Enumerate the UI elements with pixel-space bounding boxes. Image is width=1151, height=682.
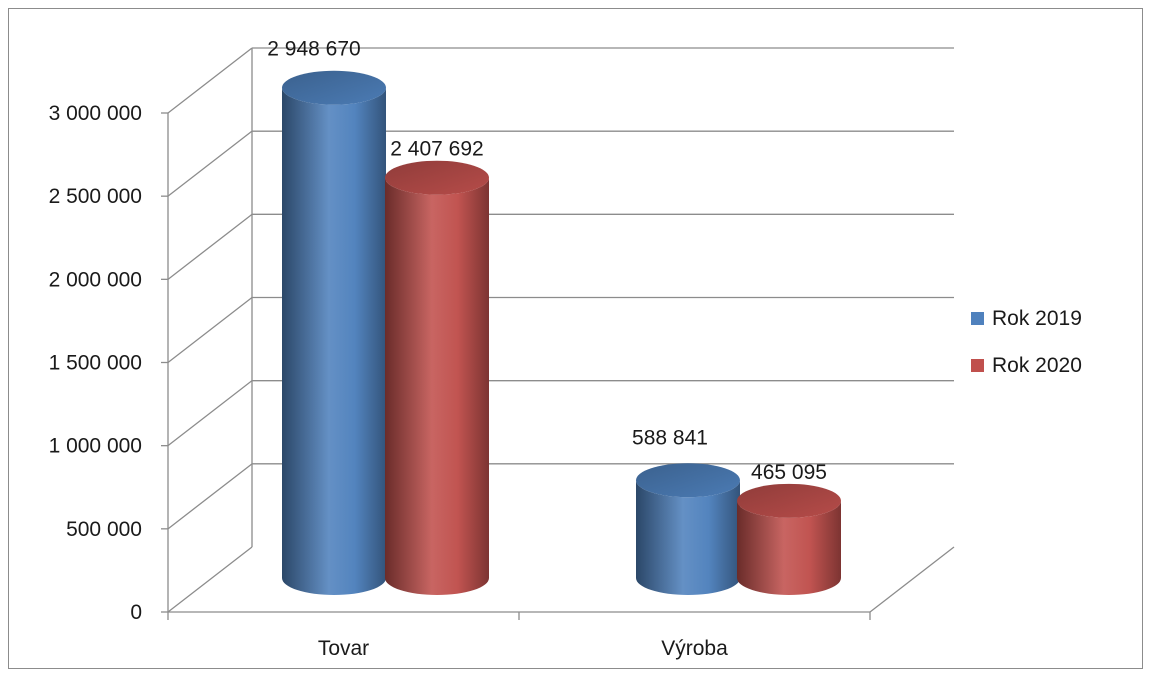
- cylinder-body: [737, 500, 841, 595]
- chart-bars: [282, 70, 841, 596]
- legend-swatch: [971, 359, 984, 372]
- chart-labels: 0 500 000 1 000 000 1 500 000 2 000 000 2 500…: [49, 38, 827, 660]
- legend: Rok 2019 Rok 2020: [971, 307, 1082, 377]
- data-label: 2 948 670: [267, 38, 360, 61]
- y-tick-label: 500 000: [66, 518, 142, 541]
- side-gridline: [167, 380, 253, 447]
- y-tick-label: 2 500 000: [49, 185, 142, 208]
- cylinder-body: [282, 87, 386, 596]
- cylinder-body: [385, 177, 489, 595]
- floor-edge: [869, 546, 955, 613]
- side-gridline: [167, 47, 253, 114]
- cylinder-top: [282, 70, 386, 105]
- data-label: 588 841: [632, 426, 708, 449]
- y-tick-label: 1 500 000: [49, 352, 142, 375]
- side-gridline: [167, 546, 253, 613]
- side-gridline: [167, 463, 253, 530]
- bar-tovar-series-1: [282, 70, 386, 596]
- cylinder-top: [385, 160, 489, 195]
- legend-swatch: [971, 312, 984, 325]
- side-gridline: [167, 213, 253, 280]
- legend-label: Rok 2019: [992, 307, 1082, 330]
- bar-výroba-series-2: [737, 483, 841, 595]
- y-tick-label: 3 000 000: [49, 102, 142, 125]
- category-label: Výroba: [661, 637, 728, 660]
- cylinder-top: [737, 483, 841, 518]
- y-tick-label: 0: [130, 601, 142, 624]
- side-gridline: [167, 130, 253, 197]
- y-tick-label: 1 000 000: [49, 435, 142, 458]
- cylinder-body: [636, 480, 740, 595]
- bar-tovar-series-2: [385, 160, 489, 595]
- category-label: Tovar: [318, 637, 369, 660]
- side-gridline: [167, 296, 253, 364]
- chart-border: [8, 8, 1143, 669]
- y-tick-label: 2 000 000: [49, 268, 142, 291]
- legend-label: Rok 2020: [992, 354, 1082, 377]
- cylinder-top: [636, 463, 740, 498]
- data-label: 2 407 692: [390, 138, 483, 161]
- data-label: 465 095: [751, 461, 827, 484]
- bar-výroba-series-1: [636, 463, 740, 595]
